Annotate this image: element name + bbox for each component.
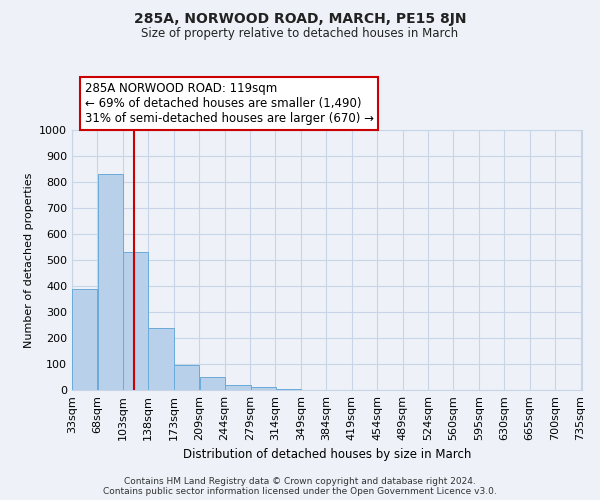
Bar (148, 328, 173, 390)
Bar (251, 388, 276, 390)
Text: Contains HM Land Registry data © Crown copyright and database right 2024.: Contains HM Land Registry data © Crown c… (124, 478, 476, 486)
X-axis label: Distribution of detached houses by size in March: Distribution of detached houses by size … (183, 448, 471, 462)
Text: Contains public sector information licensed under the Open Government Licence v3: Contains public sector information licen… (103, 488, 497, 496)
Bar (72, 288, 97, 390)
Bar (277, 388, 301, 390)
Text: 285A NORWOOD ROAD: 119sqm
← 69% of detached houses are smaller (1,490)
31% of se: 285A NORWOOD ROAD: 119sqm ← 69% of detac… (85, 82, 374, 125)
Bar (200, 377, 225, 390)
Text: Size of property relative to detached houses in March: Size of property relative to detached ho… (142, 28, 458, 40)
Bar (123, 252, 148, 390)
Bar (226, 385, 251, 390)
Text: 285A, NORWOOD ROAD, MARCH, PE15 8JN: 285A, NORWOOD ROAD, MARCH, PE15 8JN (134, 12, 466, 26)
Bar (98, 174, 122, 390)
Bar (174, 366, 199, 390)
Y-axis label: Number of detached properties: Number of detached properties (23, 172, 34, 348)
